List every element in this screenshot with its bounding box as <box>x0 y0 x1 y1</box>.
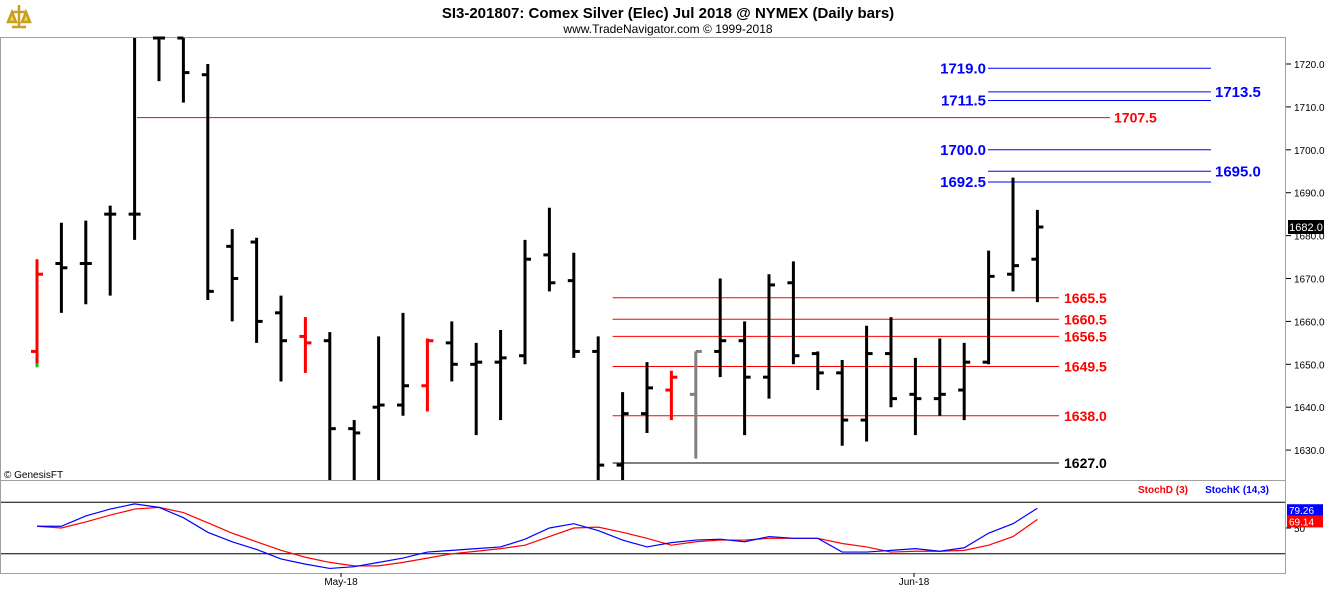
level-label: 1627.0 <box>1064 455 1107 471</box>
price-tick-label: 1700.0 <box>1294 146 1325 157</box>
trade-navigator-logo-icon <box>4 2 34 32</box>
price-bars <box>31 36 1044 480</box>
ohlc-bar <box>104 205 117 296</box>
stoch-series-line <box>36 506 1038 567</box>
level-label: 1649.5 <box>1064 358 1107 374</box>
stoch-legend-k: StochK (14,3) <box>1205 485 1269 496</box>
ohlc-bar <box>738 321 751 436</box>
ohlc-bar <box>1031 209 1044 303</box>
ohlc-bar <box>470 342 483 436</box>
stoch-d-value-tag: 69.14 <box>1289 517 1314 528</box>
level-label: 1711.5 <box>941 92 986 109</box>
last-price-tag: 1682.0 <box>1289 222 1323 234</box>
watermark: © GenesisFT <box>4 470 63 481</box>
ohlc-bar <box>397 312 409 416</box>
ohlc-bar <box>55 222 68 313</box>
ohlc-bar <box>836 360 849 446</box>
ohlc-bar <box>714 278 727 378</box>
ohlc-bar <box>665 370 678 421</box>
price-tick-label: 1650.0 <box>1294 360 1325 371</box>
ohlc-bar <box>31 259 43 365</box>
date-tick-label: May-18 <box>324 577 358 588</box>
stoch-d-value-tag-bg <box>1287 515 1323 528</box>
first-bar-marker <box>35 363 39 368</box>
ohlc-bar <box>177 36 190 103</box>
price-axis: 1630.0 1640.0 1650.0 1660.0 1670.0 1680.0 1690… <box>1286 60 1325 457</box>
level-label: 1713.5 <box>1215 84 1261 101</box>
price-tick-label: 1660.0 <box>1294 317 1325 328</box>
level-label: 1707.5 <box>1114 110 1157 126</box>
ohlc-bar <box>79 220 92 305</box>
ohlc-bar <box>958 342 971 421</box>
date-axis: May-18 Jun-18 <box>324 573 930 588</box>
ohlc-bar <box>250 237 263 343</box>
price-tick-label: 1680.0 <box>1294 232 1325 243</box>
ohlc-bar <box>689 349 702 459</box>
level-label: 1700.0 <box>940 142 986 159</box>
ohlc-bar <box>445 321 458 382</box>
level-label: 1656.5 <box>1064 328 1107 344</box>
level-label: 1665.5 <box>1064 290 1107 306</box>
ohlc-bar <box>1007 177 1019 292</box>
price-tick-label: 1670.0 <box>1294 275 1325 286</box>
price-tick-label: 1630.0 <box>1294 446 1325 457</box>
price-tick-label: 1710.0 <box>1294 103 1325 114</box>
ohlc-bar <box>811 351 824 391</box>
stoch-legend-d: StochD (3) <box>1138 485 1188 496</box>
ohlc-bar <box>299 317 312 373</box>
ohlc-bar <box>860 325 873 442</box>
ohlc-bar <box>592 336 605 480</box>
ohlc-bar <box>763 274 775 399</box>
price-tick-label: 1690.0 <box>1294 189 1325 200</box>
price-tick-label: 1720.0 <box>1294 60 1325 71</box>
ohlc-bar <box>519 239 531 365</box>
ohlc-bar <box>494 329 507 421</box>
ohlc-bar <box>616 392 629 480</box>
ohlc-bar <box>567 252 580 358</box>
ohlc-bar <box>323 332 336 480</box>
level-label: 1692.5 <box>940 174 986 191</box>
ohlc-bar <box>348 420 361 480</box>
ohlc-bar <box>933 338 946 416</box>
level-lines: 1719.0 1713.5 1711.5 1707.5 1700.0 1695.0 1692… <box>137 60 1261 471</box>
chart-subtitle: www.TradeNavigator.com © 1999-2018 <box>562 22 772 36</box>
level-label: 1638.0 <box>1064 408 1107 424</box>
ohlc-bar <box>128 38 141 240</box>
ohlc-bar <box>982 250 995 365</box>
date-tick-label: Jun-18 <box>899 577 930 588</box>
ohlc-bar <box>372 336 385 480</box>
stoch-series-line <box>37 503 1038 570</box>
ohlc-bar <box>909 357 922 436</box>
level-label: 1660.5 <box>1064 311 1107 327</box>
last-price-tag-bg <box>1288 220 1324 234</box>
stoch-k-value-tag-bg <box>1287 504 1323 517</box>
ohlc-bar <box>641 362 653 433</box>
chart-title: SI3-201807: Comex Silver (Elec) Jul 2018… <box>442 5 894 22</box>
level-label: 1695.0 <box>1215 163 1261 180</box>
ohlc-bar <box>421 338 434 412</box>
ohlc-bar <box>153 36 165 82</box>
ohlc-bar <box>543 207 556 292</box>
stoch-tick-label: 50 <box>1294 524 1306 535</box>
stoch-k-value-tag: 79.26 <box>1289 506 1314 517</box>
ohlc-bar <box>275 295 287 382</box>
ohlc-bar <box>226 229 239 322</box>
ohlc-bar <box>787 261 800 365</box>
level-label: 1719.0 <box>940 60 986 77</box>
ohlc-bar <box>885 317 897 408</box>
ohlc-bar <box>201 64 214 300</box>
price-tick-label: 1640.0 <box>1294 403 1325 414</box>
